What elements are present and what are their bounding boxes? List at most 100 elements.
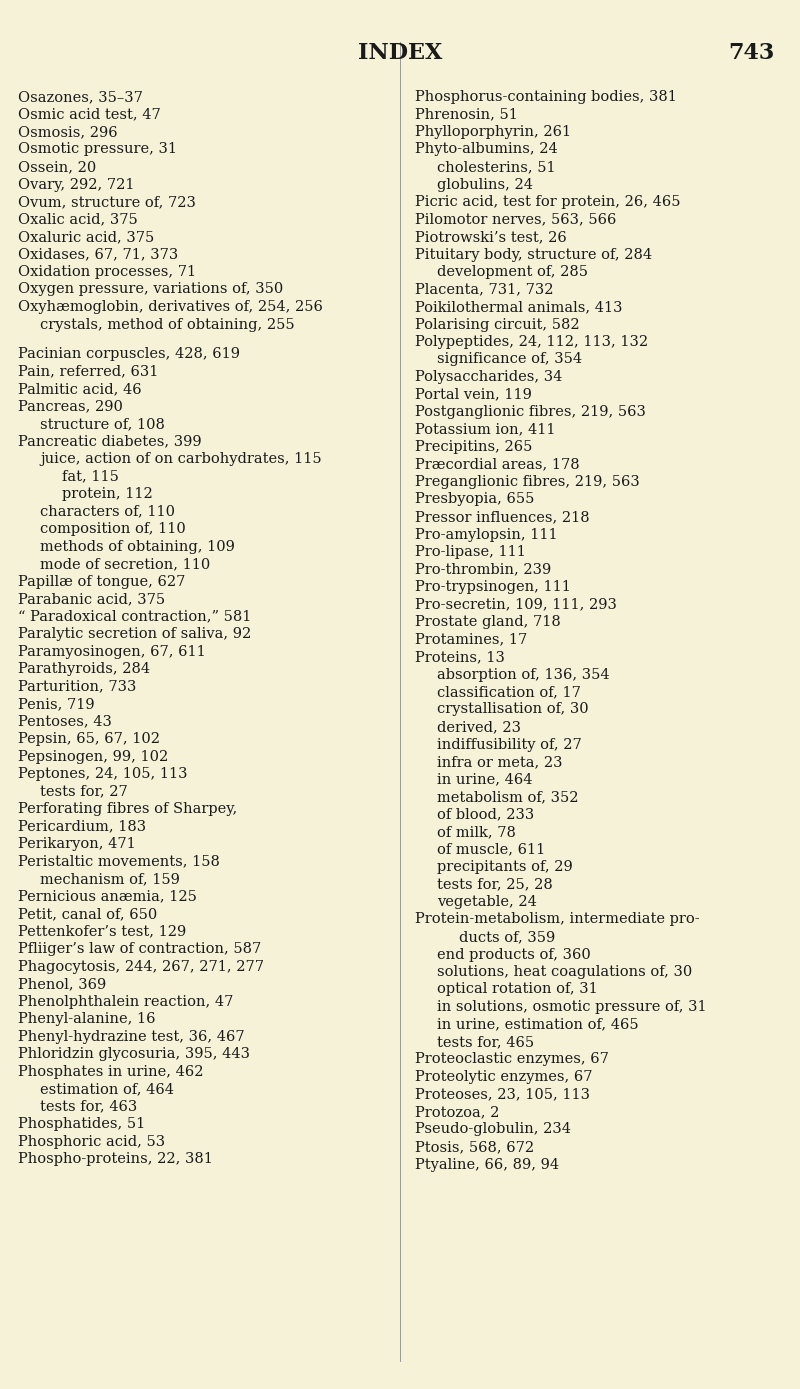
Text: Protein-metabolism, intermediate pro-: Protein-metabolism, intermediate pro- — [415, 913, 700, 926]
Text: Polarising circuit, 582: Polarising circuit, 582 — [415, 318, 580, 332]
Text: Parturition, 733: Parturition, 733 — [18, 679, 136, 693]
Text: Pain, referred, 631: Pain, referred, 631 — [18, 365, 158, 379]
Text: Proteins, 13: Proteins, 13 — [415, 650, 505, 664]
Text: Poikilothermal animals, 413: Poikilothermal animals, 413 — [415, 300, 622, 314]
Text: Pancreatic diabetes, 399: Pancreatic diabetes, 399 — [18, 435, 202, 449]
Text: Perikaryon, 471: Perikaryon, 471 — [18, 838, 136, 851]
Text: derived, 23: derived, 23 — [437, 720, 521, 733]
Text: Precipitins, 265: Precipitins, 265 — [415, 440, 532, 454]
Text: Proteolytic enzymes, 67: Proteolytic enzymes, 67 — [415, 1070, 593, 1083]
Text: methods of obtaining, 109: methods of obtaining, 109 — [40, 540, 235, 554]
Text: precipitants of, 29: precipitants of, 29 — [437, 860, 573, 874]
Text: Paralytic secretion of saliva, 92: Paralytic secretion of saliva, 92 — [18, 628, 251, 642]
Text: tests for, 465: tests for, 465 — [437, 1035, 534, 1049]
Text: Phosphoric acid, 53: Phosphoric acid, 53 — [18, 1135, 165, 1149]
Text: structure of, 108: structure of, 108 — [40, 417, 165, 431]
Text: Ptyaline, 66, 89, 94: Ptyaline, 66, 89, 94 — [415, 1157, 559, 1171]
Text: crystallisation of, 30: crystallisation of, 30 — [437, 703, 589, 717]
Text: solutions, heat coagulations of, 30: solutions, heat coagulations of, 30 — [437, 965, 692, 979]
Text: Ovary, 292, 721: Ovary, 292, 721 — [18, 178, 134, 192]
Text: Presbyopia, 655: Presbyopia, 655 — [415, 493, 534, 507]
Text: Pettenkofer’s test, 129: Pettenkofer’s test, 129 — [18, 925, 186, 939]
Text: Piotrowski’s test, 26: Piotrowski’s test, 26 — [415, 231, 566, 244]
Text: Pepsin, 65, 67, 102: Pepsin, 65, 67, 102 — [18, 732, 160, 746]
Text: Protozoa, 2: Protozoa, 2 — [415, 1106, 499, 1120]
Text: Papillæ of tongue, 627: Papillæ of tongue, 627 — [18, 575, 186, 589]
Text: tests for, 463: tests for, 463 — [40, 1100, 138, 1114]
Text: Picric acid, test for protein, 26, 465: Picric acid, test for protein, 26, 465 — [415, 194, 681, 208]
Text: Parabanic acid, 375: Parabanic acid, 375 — [18, 592, 165, 606]
Text: Parathyroids, 284: Parathyroids, 284 — [18, 663, 150, 676]
Text: Polypeptides, 24, 112, 113, 132: Polypeptides, 24, 112, 113, 132 — [415, 335, 648, 349]
Text: Phenolphthalein reaction, 47: Phenolphthalein reaction, 47 — [18, 995, 234, 1008]
Text: of milk, 78: of milk, 78 — [437, 825, 516, 839]
Text: Phosphorus-containing bodies, 381: Phosphorus-containing bodies, 381 — [415, 90, 677, 104]
Text: Pseudo-globulin, 234: Pseudo-globulin, 234 — [415, 1122, 571, 1136]
Text: Pro-trypsinogen, 111: Pro-trypsinogen, 111 — [415, 581, 571, 594]
Text: Oxygen pressure, variations of, 350: Oxygen pressure, variations of, 350 — [18, 282, 283, 296]
Text: Pro-secretin, 109, 111, 293: Pro-secretin, 109, 111, 293 — [415, 597, 617, 611]
Text: cholesterins, 51: cholesterins, 51 — [437, 160, 556, 174]
Text: crystals, method of obtaining, 255: crystals, method of obtaining, 255 — [40, 318, 294, 332]
Text: Oxidases, 67, 71, 373: Oxidases, 67, 71, 373 — [18, 247, 178, 261]
Text: in urine, estimation of, 465: in urine, estimation of, 465 — [437, 1018, 638, 1032]
Text: “ Paradoxical contraction,” 581: “ Paradoxical contraction,” 581 — [18, 610, 251, 624]
Text: Ovum, structure of, 723: Ovum, structure of, 723 — [18, 194, 196, 208]
Text: characters of, 110: characters of, 110 — [40, 504, 175, 518]
Text: INDEX: INDEX — [358, 42, 442, 64]
Text: in solutions, osmotic pressure of, 31: in solutions, osmotic pressure of, 31 — [437, 1000, 706, 1014]
Text: Præcordial areas, 178: Præcordial areas, 178 — [415, 457, 580, 471]
Text: globulins, 24: globulins, 24 — [437, 178, 533, 192]
Text: development of, 285: development of, 285 — [437, 265, 588, 279]
Text: Pituitary body, structure of, 284: Pituitary body, structure of, 284 — [415, 247, 652, 261]
Text: Pro-lipase, 111: Pro-lipase, 111 — [415, 544, 526, 558]
Text: Phosphates in urine, 462: Phosphates in urine, 462 — [18, 1065, 203, 1079]
Text: Phenol, 369: Phenol, 369 — [18, 978, 106, 992]
Text: in urine, 464: in urine, 464 — [437, 772, 533, 786]
Text: Pentoses, 43: Pentoses, 43 — [18, 715, 112, 729]
Text: Potassium ion, 411: Potassium ion, 411 — [415, 422, 555, 436]
Text: Placenta, 731, 732: Placenta, 731, 732 — [415, 282, 554, 296]
Text: juice, action of on carbohydrates, 115: juice, action of on carbohydrates, 115 — [40, 453, 322, 467]
Text: Pericardium, 183: Pericardium, 183 — [18, 820, 146, 833]
Text: Pernicious anæmia, 125: Pernicious anæmia, 125 — [18, 890, 197, 904]
Text: tests for, 27: tests for, 27 — [40, 785, 128, 799]
Text: Phrenosin, 51: Phrenosin, 51 — [415, 107, 518, 121]
Text: Pro-amylopsin, 111: Pro-amylopsin, 111 — [415, 528, 558, 542]
Text: vegetable, 24: vegetable, 24 — [437, 895, 537, 908]
Text: Prostate gland, 718: Prostate gland, 718 — [415, 615, 561, 629]
Text: Phospho-proteins, 22, 381: Phospho-proteins, 22, 381 — [18, 1153, 213, 1167]
Text: Phenyl-hydrazine test, 36, 467: Phenyl-hydrazine test, 36, 467 — [18, 1029, 245, 1043]
Text: Pilomotor nerves, 563, 566: Pilomotor nerves, 563, 566 — [415, 213, 616, 226]
Text: significance of, 354: significance of, 354 — [437, 353, 582, 367]
Text: metabolism of, 352: metabolism of, 352 — [437, 790, 578, 804]
Text: Pfliiger’s law of contraction, 587: Pfliiger’s law of contraction, 587 — [18, 942, 262, 956]
Text: Ptosis, 568, 672: Ptosis, 568, 672 — [415, 1140, 534, 1154]
Text: Postganglionic fibres, 219, 563: Postganglionic fibres, 219, 563 — [415, 406, 646, 419]
Text: ducts of, 359: ducts of, 359 — [459, 931, 555, 945]
Text: mechanism of, 159: mechanism of, 159 — [40, 872, 180, 886]
Text: Ossein, 20: Ossein, 20 — [18, 160, 96, 174]
Text: classification of, 17: classification of, 17 — [437, 685, 581, 699]
Text: optical rotation of, 31: optical rotation of, 31 — [437, 982, 598, 996]
Text: Pancreas, 290: Pancreas, 290 — [18, 400, 123, 414]
Text: Palmitic acid, 46: Palmitic acid, 46 — [18, 382, 142, 396]
Text: tests for, 25, 28: tests for, 25, 28 — [437, 878, 553, 892]
Text: Pro-thrombin, 239: Pro-thrombin, 239 — [415, 563, 551, 576]
Text: composition of, 110: composition of, 110 — [40, 522, 186, 536]
Text: Peristaltic movements, 158: Peristaltic movements, 158 — [18, 854, 220, 868]
Text: Osmic acid test, 47: Osmic acid test, 47 — [18, 107, 161, 121]
Text: indiffusibility of, 27: indiffusibility of, 27 — [437, 738, 582, 751]
Text: Perforating fibres of Sharpey,: Perforating fibres of Sharpey, — [18, 803, 238, 817]
Text: Paramyosinogen, 67, 611: Paramyosinogen, 67, 611 — [18, 644, 206, 658]
Text: Phagocytosis, 244, 267, 271, 277: Phagocytosis, 244, 267, 271, 277 — [18, 960, 264, 974]
Text: Osmosis, 296: Osmosis, 296 — [18, 125, 118, 139]
Text: 743: 743 — [729, 42, 775, 64]
Text: Osmotic pressure, 31: Osmotic pressure, 31 — [18, 143, 177, 157]
Text: Pacinian corpuscles, 428, 619: Pacinian corpuscles, 428, 619 — [18, 347, 240, 361]
Text: Proteoclastic enzymes, 67: Proteoclastic enzymes, 67 — [415, 1053, 609, 1067]
Text: estimation of, 464: estimation of, 464 — [40, 1082, 174, 1096]
Text: Proteoses, 23, 105, 113: Proteoses, 23, 105, 113 — [415, 1088, 590, 1101]
Text: of muscle, 611: of muscle, 611 — [437, 843, 546, 857]
Text: Protamines, 17: Protamines, 17 — [415, 632, 527, 646]
